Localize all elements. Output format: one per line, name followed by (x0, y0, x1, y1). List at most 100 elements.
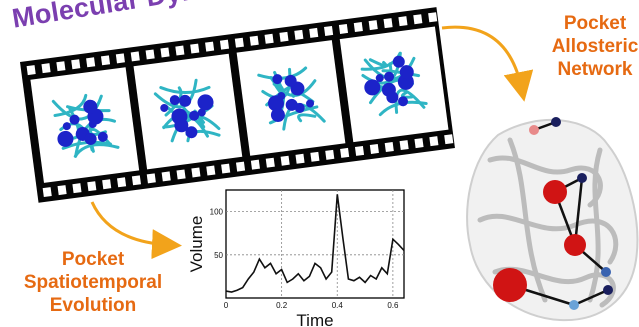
protein-ribbon (268, 105, 319, 125)
volume-chart: 0 0.2 0.4 0.6 50 100 Time Volume (187, 189, 405, 327)
sprocket-hole (280, 155, 290, 166)
film-strip (20, 7, 455, 203)
sprocket-hole (145, 49, 155, 60)
allosteric-label-line: Allosteric (551, 36, 639, 58)
protein-ribbon (51, 94, 103, 121)
arrow-to-network-icon (441, 25, 534, 102)
sprocket-hole (310, 151, 320, 162)
network-node (543, 180, 567, 204)
pocket-sphere (294, 102, 305, 113)
sprocket-hole (279, 31, 289, 42)
sprocket-hole (146, 173, 156, 184)
pocket-sphere (284, 74, 297, 87)
sprocket-hole (429, 136, 439, 147)
sprocket-hole (87, 181, 97, 192)
pocket-sphere (386, 91, 399, 104)
sprocket-hole (309, 27, 319, 38)
pocket-sphere (84, 132, 97, 145)
sprocket-hole (369, 144, 379, 154)
network-node (564, 234, 586, 256)
sprocket-hole (26, 65, 36, 76)
pocket-sphere (398, 96, 409, 107)
spatio-label-line: Pocket (61, 249, 125, 270)
sprocket-hole (57, 185, 67, 196)
sprocket-hole (340, 147, 350, 158)
pocket-sphere (69, 114, 80, 125)
md-frame (339, 26, 449, 143)
allosteric-network-label: Pocket Allosteric Network (540, 12, 639, 82)
sprocket-hole (56, 61, 66, 72)
md-frame (236, 40, 346, 156)
sprocket-hole (444, 134, 454, 145)
pocket-sphere (174, 118, 189, 133)
sprocket-hole (206, 165, 216, 176)
sprocket-hole (414, 138, 424, 149)
chart-frame (225, 189, 405, 299)
pocket-sphere (270, 107, 285, 122)
frame-background (30, 67, 140, 183)
sprocket-hole (325, 149, 335, 160)
y-tick-label: 50 (214, 251, 223, 260)
film-sprockets-bottom (42, 134, 454, 198)
pocket-sphere (399, 65, 414, 80)
allosteric-label-line: Pocket (563, 13, 627, 34)
pocket-sphere (169, 95, 180, 106)
pocket-sphere (97, 131, 108, 142)
sprocket-hole (160, 47, 170, 58)
pocket-sphere (285, 98, 298, 111)
sprocket-hole (86, 57, 96, 68)
frame-background (236, 40, 346, 156)
sprocket-hole (265, 157, 275, 168)
film-frames (30, 26, 449, 183)
x-tick-labels: 0 0.2 0.4 0.6 (224, 301, 399, 310)
network-node (569, 300, 579, 310)
x-axis-label: Time (296, 311, 333, 327)
frame-background (339, 26, 449, 143)
y-tick-labels: 50 100 (210, 208, 224, 260)
sprocket-hole (72, 183, 82, 194)
sprocket-hole (131, 175, 141, 186)
y-tick-label: 100 (210, 208, 224, 217)
sprocket-hole (399, 140, 409, 151)
sprocket-hole (41, 63, 51, 74)
spatio-label-line: Spatiotemporal (23, 272, 163, 294)
network-node (601, 267, 611, 277)
sprocket-hole (161, 171, 171, 182)
pocket-sphere (160, 103, 169, 112)
network-node (577, 173, 587, 183)
sprocket-hole (42, 187, 52, 198)
pocket-sphere (306, 99, 315, 108)
protein-ribbon (159, 85, 211, 95)
network-node (603, 285, 613, 295)
sprocket-hole (324, 25, 334, 36)
sprocket-hole (205, 41, 215, 52)
sprocket-hole (221, 163, 231, 174)
sprocket-hole (100, 55, 111, 66)
pocket-sphere (272, 74, 283, 85)
sprocket-hole (117, 177, 127, 188)
arrow-to-plot-icon (90, 201, 182, 260)
pocket-sphere (179, 94, 192, 107)
x-tick-label: 0.2 (276, 301, 288, 310)
sprocket-hole (398, 16, 408, 27)
sprocket-hole (191, 167, 201, 178)
pocket-sphere (185, 126, 198, 139)
sprocket-hole (250, 159, 260, 170)
protein-ribbon (297, 113, 317, 123)
sprocket-hole (295, 153, 305, 164)
sprocket-hole (338, 24, 349, 34)
sprocket-hole (249, 35, 259, 46)
x-tick-label: 0.4 (332, 301, 344, 310)
pocket-sphere (189, 110, 200, 121)
sprocket-hole (428, 12, 438, 23)
sprocket-hole (176, 169, 186, 180)
pocket-sphere (267, 95, 284, 112)
pocket-sphere (364, 79, 381, 96)
sprocket-hole (71, 59, 81, 70)
sprocket-hole (190, 43, 200, 54)
x-tick-label: 0.6 (387, 301, 399, 310)
protein-ribbon (368, 58, 388, 68)
pocket-sphere (384, 71, 395, 82)
sprocket-hole (413, 14, 423, 25)
